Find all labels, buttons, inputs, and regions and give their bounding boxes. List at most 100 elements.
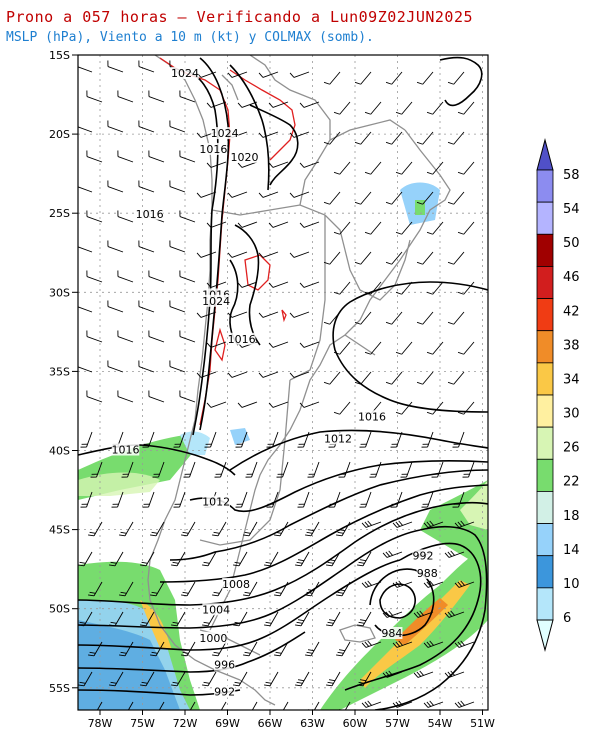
wind-barb xyxy=(241,101,258,108)
latitude-labels: 15S 20S 25S 30S 35S 40S 45S 50S 55S xyxy=(49,49,78,695)
wind-barb xyxy=(117,336,134,343)
wind-barb xyxy=(148,156,165,163)
wind-barb xyxy=(138,366,155,373)
wind-barb xyxy=(262,71,279,78)
wind-barb xyxy=(406,461,413,478)
wind-barb xyxy=(453,371,465,385)
wind-barb xyxy=(303,221,320,228)
wind-barb xyxy=(360,71,372,85)
wind-barb xyxy=(386,551,403,558)
wind-barb xyxy=(401,101,413,115)
wind-barb xyxy=(339,281,351,295)
wind-barb xyxy=(200,251,217,258)
wind-barb xyxy=(124,521,134,537)
colorbar-label: 18 xyxy=(563,509,580,524)
wind-barb xyxy=(169,186,186,193)
wind-barb xyxy=(217,521,227,537)
colorbar-label: 38 xyxy=(563,338,580,353)
wind-barb xyxy=(422,311,434,325)
wind-barb xyxy=(468,461,475,478)
wind-barb xyxy=(86,336,103,343)
wind-barb xyxy=(427,431,434,448)
wind-barb xyxy=(231,311,248,318)
wind-barb xyxy=(391,71,403,85)
wind-barb xyxy=(293,191,310,198)
isobar-label: 1016 xyxy=(358,410,386,423)
wind-barb xyxy=(339,341,351,355)
wind-barb xyxy=(138,306,155,313)
wind-barb xyxy=(138,126,155,133)
wind-barb xyxy=(303,401,320,408)
colorbar-label: 14 xyxy=(563,543,580,558)
wind-barb xyxy=(86,276,103,283)
wind-barb xyxy=(210,401,227,408)
wind-barb xyxy=(127,701,134,710)
lon-label: 66W xyxy=(258,717,283,730)
wind-barb xyxy=(86,96,103,103)
wind-barb xyxy=(148,491,155,508)
wind-barb xyxy=(117,156,134,163)
wind-barb xyxy=(391,311,403,325)
wind-barb xyxy=(220,461,227,478)
wind-barb xyxy=(432,401,444,415)
isobar-label: 996 xyxy=(214,659,235,672)
wind-barb xyxy=(148,276,165,283)
isobar-label: 1012 xyxy=(324,432,352,445)
wind-barb xyxy=(78,66,93,73)
wind-barb xyxy=(262,191,279,198)
wind-barb xyxy=(138,66,155,73)
wind-barb xyxy=(272,281,289,288)
wind-barb xyxy=(279,521,289,537)
wind-barb xyxy=(210,221,227,228)
colorbar-label: 34 xyxy=(563,372,580,387)
lat-label: 35S xyxy=(49,365,70,378)
isobar-label: 1016 xyxy=(228,333,256,346)
wind-barb xyxy=(453,311,465,325)
wind-barb xyxy=(107,246,124,253)
wind-barb xyxy=(189,461,196,478)
wind-barb xyxy=(231,71,248,78)
colorbar-bin xyxy=(536,426,554,460)
map-subtitle: MSLP (hPa), Viento a 10 m (kt) y COLMAX … xyxy=(6,30,374,45)
wind-barb xyxy=(427,491,434,508)
wind-barb xyxy=(186,521,196,537)
wind-barb xyxy=(458,701,475,708)
longitude-labels: 78W 75W 72W 69W 66W 63W 60W 57W 54W 51W xyxy=(88,710,495,730)
wind-barb xyxy=(117,216,134,223)
colorbar-bin xyxy=(536,555,554,589)
wind-barb xyxy=(360,311,372,325)
map-title: Prono a 057 horas — Verificando a Lun09Z… xyxy=(6,8,474,26)
wind-barb xyxy=(341,641,351,657)
wind-barb xyxy=(231,251,248,258)
wind-barb xyxy=(78,366,93,373)
wind-barb xyxy=(432,281,444,295)
wind-barb xyxy=(272,341,289,348)
wind-barb xyxy=(272,161,289,168)
wind-barb xyxy=(329,131,341,145)
wind-barb xyxy=(329,311,341,325)
wind-barb xyxy=(279,581,289,597)
wind-barb xyxy=(370,341,382,355)
wind-barb xyxy=(293,131,310,138)
wind-barb xyxy=(422,131,434,145)
lon-label: 60W xyxy=(343,717,368,730)
wind-barb xyxy=(231,191,248,198)
wind-barb xyxy=(169,126,186,133)
wind-barb xyxy=(179,96,196,103)
wind-barb xyxy=(186,581,196,597)
colorbar-bin xyxy=(536,201,554,235)
wind-barb xyxy=(422,191,434,205)
wind-barb xyxy=(401,221,413,235)
isobar-label: 1024 xyxy=(202,295,230,308)
wind-barb xyxy=(370,281,382,295)
wind-barb xyxy=(360,371,372,385)
colmax-colorbar: 58 54 50 46 42 38 34 30 26 22 18 14 10 6 xyxy=(536,138,580,652)
wind-barb xyxy=(262,251,279,258)
colorbar-bin xyxy=(536,330,554,364)
wind-barb xyxy=(86,156,103,163)
wind-barb xyxy=(179,491,186,508)
wind-barb xyxy=(272,221,289,228)
wind-barb xyxy=(78,306,93,313)
wind-barb xyxy=(210,281,227,288)
